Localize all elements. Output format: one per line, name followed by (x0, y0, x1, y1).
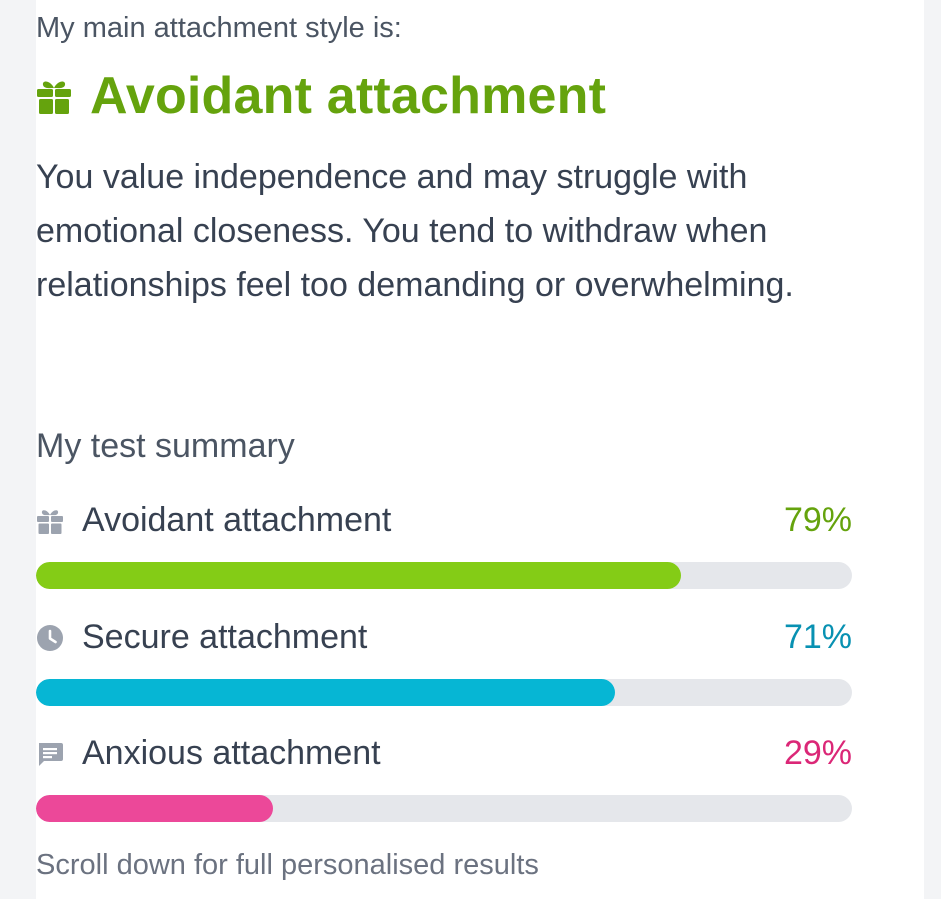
result-secure: Secure attachment 71% (36, 613, 852, 723)
result-name: Anxious attachment (82, 734, 381, 772)
result-avoidant: Avoidant attachment 79% (36, 496, 852, 606)
main-style-label: My main attachment style is: (36, 12, 402, 44)
result-percent: 79% (783, 501, 852, 539)
scroll-hint: Scroll down for full personalised result… (36, 849, 539, 881)
progress-track (36, 795, 852, 822)
progress-fill (36, 795, 273, 822)
result-name: Secure attachment (82, 618, 368, 656)
chat-icon (39, 743, 63, 766)
result-percent: 71% (783, 618, 852, 656)
test-summary-heading: My test summary (36, 427, 295, 465)
progress-track (36, 562, 852, 589)
clock-icon (37, 625, 63, 651)
gift-icon (37, 81, 71, 114)
main-style-title: Avoidant attachment (90, 67, 607, 125)
results-card (36, 0, 924, 899)
result-anxious: Anxious attachment 29% (36, 729, 852, 839)
main-style-description: You value independence and may struggle … (36, 158, 794, 304)
main-style-title-row: Avoidant attachment (36, 64, 606, 128)
progress-track (36, 679, 852, 706)
gift-icon (37, 510, 63, 534)
progress-fill (36, 562, 681, 589)
progress-fill (36, 679, 616, 706)
result-percent: 29% (783, 734, 852, 772)
result-name: Avoidant attachment (82, 501, 392, 539)
